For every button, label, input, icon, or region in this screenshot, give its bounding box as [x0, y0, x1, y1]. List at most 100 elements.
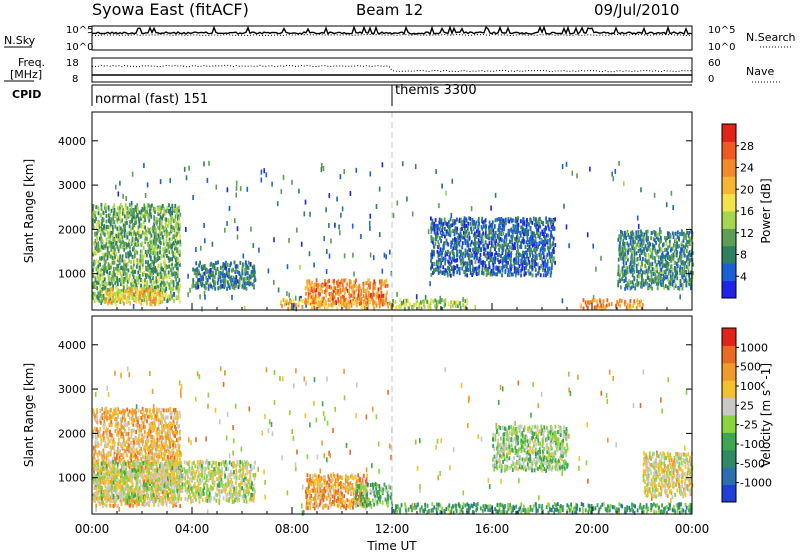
heatmap-cell	[654, 249, 657, 254]
heatmap-cell	[204, 286, 207, 291]
heatmap-cell	[157, 426, 160, 431]
heatmap-cell	[524, 259, 527, 264]
heatmap-cell	[472, 233, 475, 238]
heatmap-cell	[438, 227, 441, 232]
heatmap-cell	[133, 223, 135, 227]
heatmap-cell	[674, 270, 677, 275]
heatmap-cell	[540, 220, 543, 225]
heatmap-cell	[144, 459, 146, 463]
heatmap-cell	[221, 264, 224, 269]
heatmap-cell	[160, 296, 162, 301]
heatmap-cell	[125, 265, 128, 270]
heatmap-cell	[138, 431, 141, 436]
heatmap-cell	[468, 253, 471, 258]
heatmap-cell	[141, 295, 143, 300]
heatmap-cell	[173, 271, 176, 276]
heatmap-cell	[106, 498, 109, 503]
heatmap-cell	[668, 268, 671, 273]
heatmap-cell	[134, 224, 136, 229]
heatmap-cell	[531, 261, 534, 266]
heatmap-cell	[207, 392, 210, 398]
heatmap-cell	[171, 228, 173, 233]
heatmap-cell	[538, 221, 540, 226]
heatmap-cell	[158, 438, 161, 443]
heatmap-cell	[156, 266, 159, 271]
heatmap-cell	[507, 252, 510, 256]
heatmap-cell	[180, 388, 182, 394]
heatmap-cell	[145, 299, 148, 304]
heatmap-cell	[546, 252, 549, 257]
heatmap-cell	[217, 286, 220, 291]
heatmap-cell	[124, 501, 127, 506]
heatmap-cell	[463, 223, 466, 228]
heatmap-cell	[502, 247, 505, 252]
heatmap-cell	[498, 507, 501, 513]
heatmap-cell	[141, 241, 143, 246]
heatmap-cell	[126, 276, 128, 281]
heatmap-cell	[545, 240, 548, 245]
heatmap-cell	[206, 268, 209, 273]
heatmap-cell	[521, 253, 523, 258]
heatmap-cell	[686, 244, 689, 249]
heatmap-cell	[130, 428, 133, 433]
heatmap-cell	[320, 287, 322, 292]
heatmap-cell	[106, 253, 109, 258]
heatmap-cell	[151, 259, 154, 264]
heatmap-cell	[402, 299, 405, 305]
heatmap-cell	[112, 439, 115, 444]
heatmap-cell	[111, 445, 114, 450]
heatmap-cell	[554, 260, 556, 265]
heatmap-cell	[254, 270, 256, 275]
heatmap-cell	[462, 230, 465, 235]
heatmap-cell	[515, 216, 517, 221]
heatmap-cell	[102, 296, 105, 301]
heatmap-cell	[304, 300, 306, 305]
heatmap-cell	[682, 283, 684, 288]
heatmap-cell	[681, 229, 683, 234]
heatmap-cell	[97, 219, 100, 224]
heatmap-cell	[435, 223, 437, 228]
heatmap-cell	[532, 259, 535, 263]
heatmap-cell	[526, 252, 528, 257]
heatmap-cell	[343, 288, 346, 293]
heatmap-cell	[438, 203, 440, 209]
heatmap-cell	[93, 241, 96, 246]
heatmap-cell	[461, 245, 464, 250]
heatmap-cell	[469, 263, 471, 268]
heatmap-cell	[628, 283, 630, 288]
heatmap-cell	[476, 266, 478, 271]
heatmap-cell	[100, 441, 103, 446]
heatmap-cell	[625, 261, 628, 266]
heatmap-cell	[96, 452, 99, 457]
heatmap-cell	[346, 282, 348, 287]
heatmap-cell	[456, 270, 459, 275]
heatmap-cell	[647, 276, 650, 280]
heatmap-cell	[360, 297, 363, 301]
heatmap-cell	[298, 188, 300, 194]
heatmap-cell	[605, 393, 608, 398]
heatmap-cell	[435, 267, 437, 272]
heatmap-cell	[571, 170, 574, 176]
heatmap-cell	[176, 247, 179, 252]
heatmap-cell	[206, 509, 209, 515]
heatmap-cell	[333, 295, 336, 300]
heatmap-cell	[179, 262, 181, 267]
heatmap-cell	[631, 273, 634, 278]
heatmap-cell	[107, 458, 110, 463]
heatmap-cell	[515, 228, 517, 233]
heatmap-cell	[679, 283, 682, 288]
heatmap-cell	[552, 219, 555, 224]
heatmap-cell	[446, 252, 449, 257]
heatmap-cell	[579, 302, 582, 307]
heatmap-cell	[442, 247, 444, 252]
heatmap-cell	[148, 292, 151, 297]
heatmap-cell	[434, 303, 437, 308]
heatmap-cell	[267, 268, 270, 274]
heatmap-cell	[431, 249, 433, 254]
heatmap-cell	[504, 248, 507, 253]
heatmap-cell	[153, 241, 155, 246]
heatmap-cell	[537, 403, 540, 409]
heatmap-cell	[97, 280, 100, 285]
heatmap-cell	[578, 465, 580, 471]
heatmap-cell	[121, 479, 123, 484]
